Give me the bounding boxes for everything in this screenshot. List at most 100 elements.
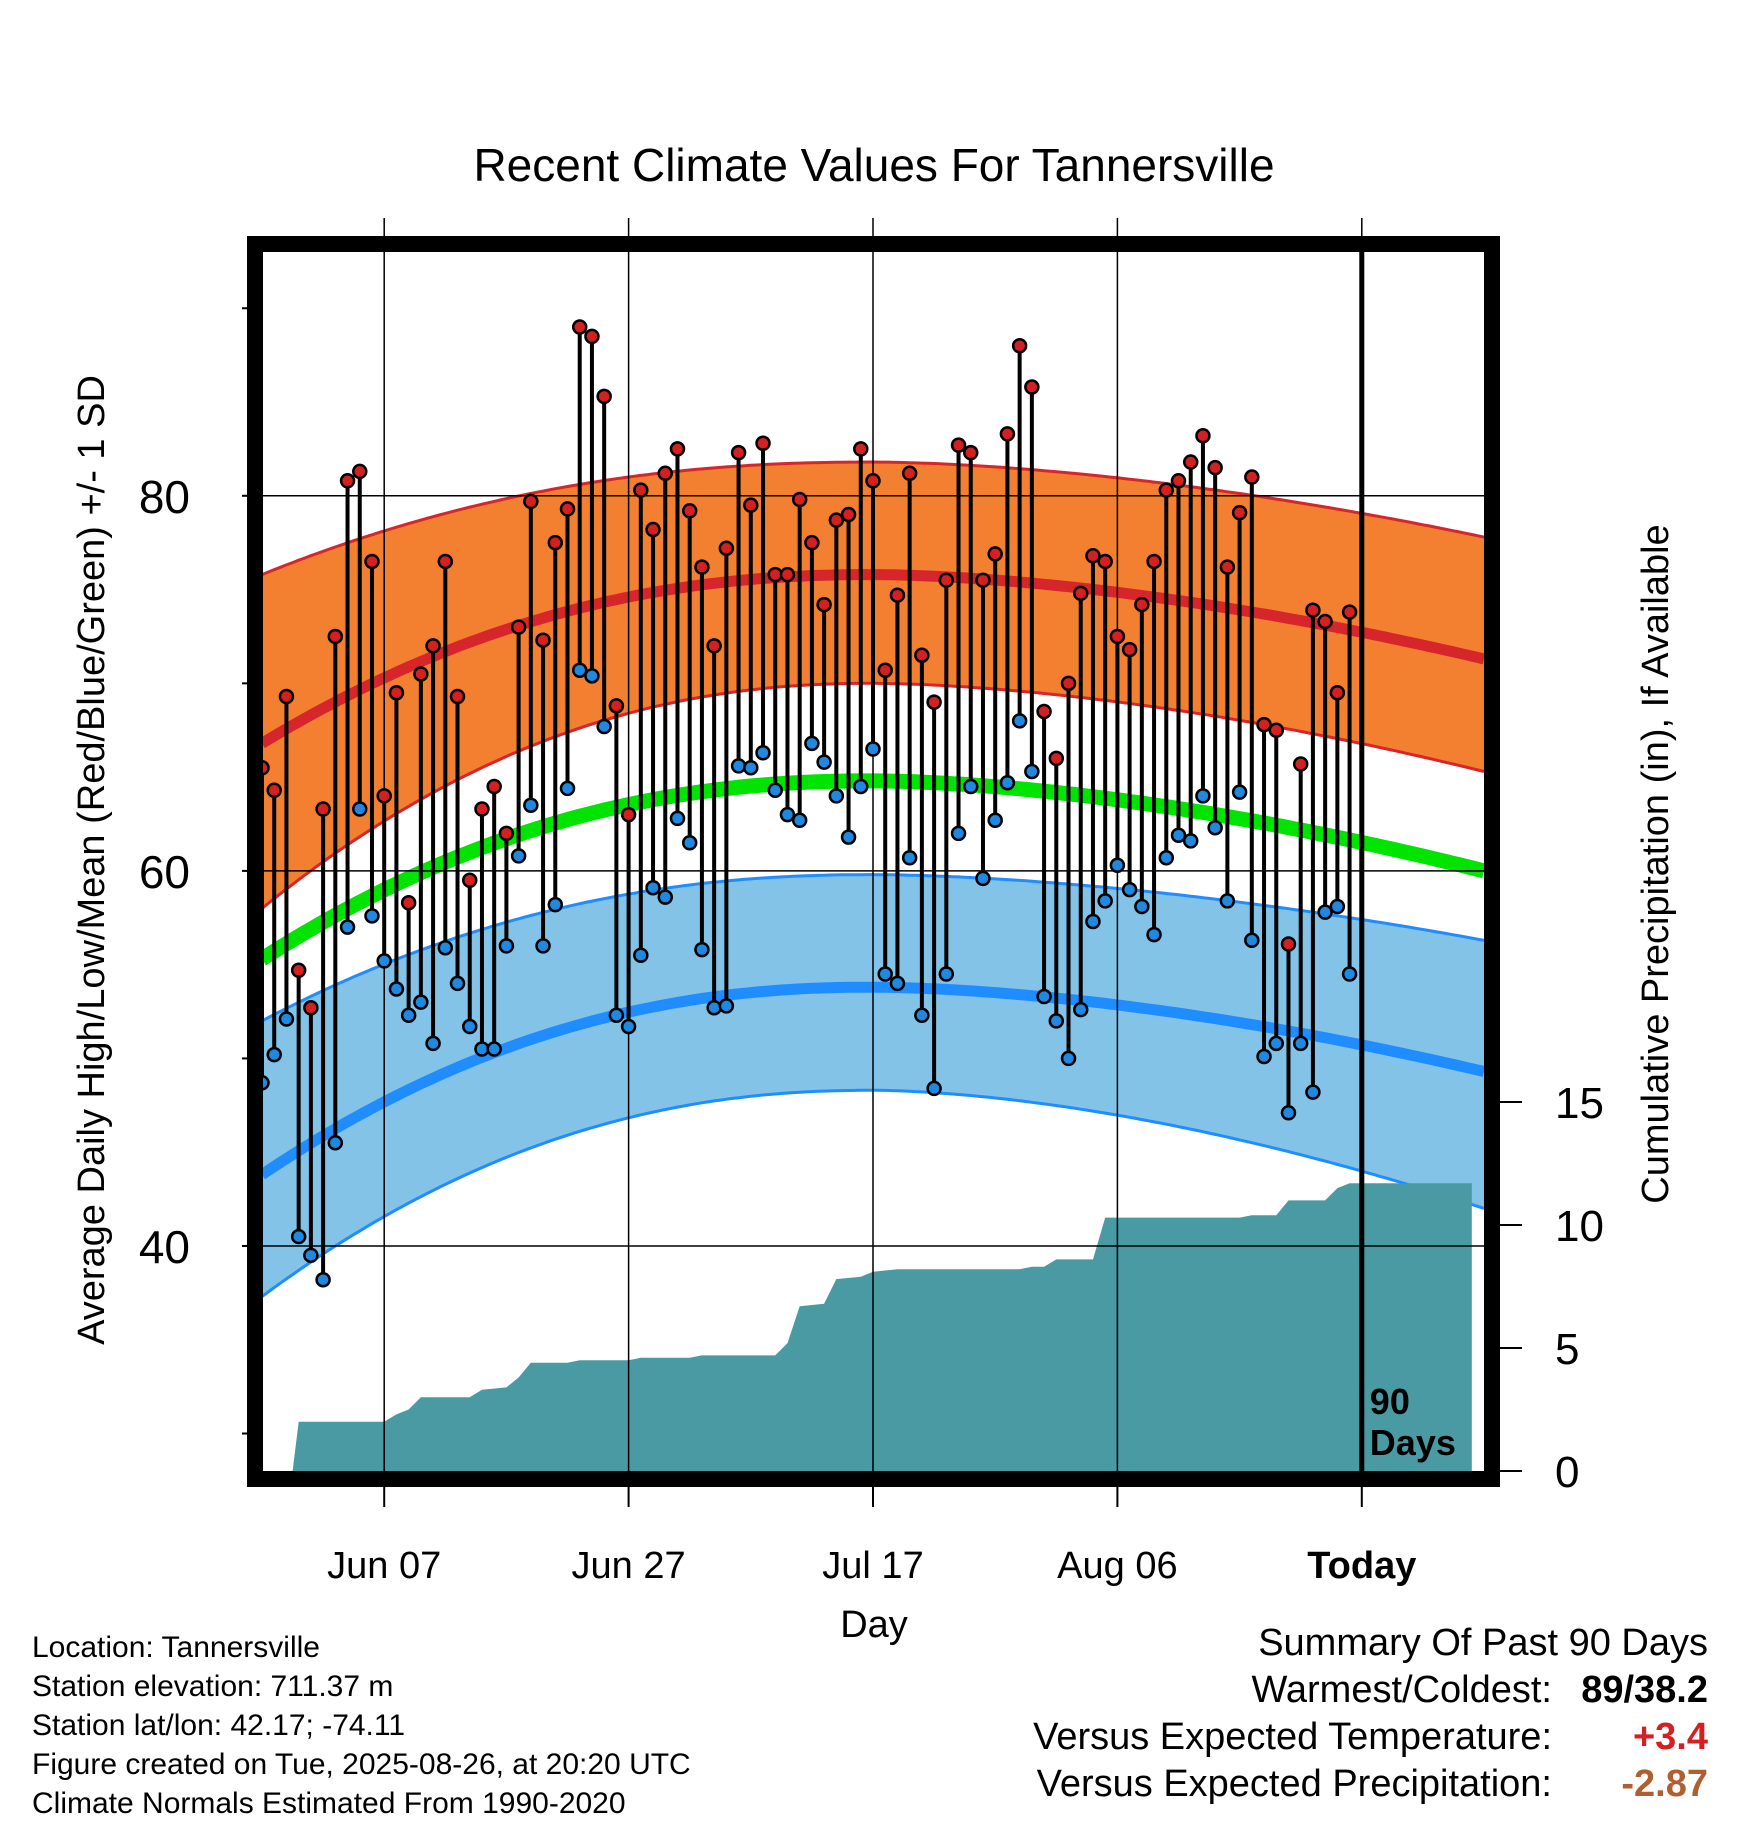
low-temp-point <box>339 919 356 935</box>
low-temp-point <box>718 998 735 1014</box>
low-temp-point <box>535 938 551 954</box>
high-temp-point <box>791 491 808 508</box>
low-temp-point <box>266 1046 282 1063</box>
high-temp-point <box>914 647 930 663</box>
high-temp-point <box>718 540 735 557</box>
high-temp-point <box>755 435 771 452</box>
low-temp-point <box>1134 898 1150 915</box>
low-temp-point <box>816 754 832 770</box>
high-temp-point <box>779 566 796 583</box>
high-temp-point <box>547 534 564 551</box>
high-temp-point <box>486 778 502 795</box>
high-temp-point <box>461 872 478 889</box>
low-temp-point <box>1231 784 1248 800</box>
elevation-text: Station elevation: 711.37 m <box>32 1670 394 1703</box>
high-temp-point <box>571 319 588 335</box>
high-temp-point <box>1146 553 1162 570</box>
low-temp-point <box>779 806 796 823</box>
high-temp-point <box>1024 379 1040 395</box>
precip-anomaly-value: -2.87 <box>1621 1763 1708 1805</box>
low-temp-point <box>559 780 576 797</box>
high-temp-point <box>400 895 417 911</box>
y2-tick-label: 0 <box>1555 1448 1579 1497</box>
low-temp-point <box>400 1007 417 1024</box>
summary-panel: Summary Of Past 90 Days Warmest/Coldest:… <box>1033 1620 1708 1808</box>
high-temp-point <box>901 465 918 482</box>
high-temp-point <box>425 638 441 654</box>
low-temp-point <box>901 849 918 866</box>
location-text: Location: Tannersville <box>32 1631 320 1664</box>
high-temp-point <box>1085 548 1101 564</box>
low-temp-point <box>853 778 869 795</box>
low-temp-point <box>1036 988 1052 1005</box>
low-temp-point <box>1329 898 1346 915</box>
high-temp-point <box>1256 716 1272 733</box>
high-temp-point <box>559 501 576 517</box>
high-temp-point <box>388 684 405 701</box>
low-temp-point <box>388 981 405 997</box>
high-temp-point <box>620 806 637 823</box>
y-tick-label: 60 <box>139 846 190 898</box>
y2-tick-label: 5 <box>1555 1325 1579 1374</box>
low-temp-point <box>1341 966 1358 982</box>
low-temp-point <box>315 1271 331 1288</box>
high-temp-point <box>1317 613 1333 630</box>
high-temp-point <box>669 441 686 457</box>
high-temp-point <box>1072 585 1089 602</box>
low-temp-point <box>1195 788 1211 804</box>
warmest-label: Warmest/Coldest: <box>1251 1669 1552 1711</box>
high-temp-point <box>1244 469 1260 485</box>
low-temp-point <box>669 810 686 827</box>
high-temp-point <box>1121 641 1138 658</box>
high-temp-point <box>1292 756 1309 772</box>
low-temp-point <box>865 741 881 757</box>
low-temp-point <box>914 1007 930 1024</box>
high-temp-point <box>877 662 893 678</box>
normals-text: Climate Normals Estimated From 1990-2020 <box>32 1787 626 1820</box>
high-temp-point <box>889 587 906 603</box>
days-marker-number: 90 <box>1370 1381 1410 1422</box>
high-temp-point <box>1329 684 1346 701</box>
high-temp-point <box>303 1000 319 1016</box>
high-temp-point <box>657 465 674 482</box>
low-temp-point <box>1048 1013 1065 1029</box>
low-temp-point <box>327 1135 344 1151</box>
high-temp-point <box>633 482 649 498</box>
low-temp-point <box>1268 1035 1285 1052</box>
high-temp-point <box>584 328 600 345</box>
low-temp-point <box>413 994 429 1010</box>
high-temp-point <box>413 666 429 682</box>
low-temp-point <box>755 744 771 761</box>
low-temp-point <box>278 1011 295 1027</box>
low-temp-point <box>449 975 466 992</box>
low-temp-point <box>352 801 368 817</box>
high-temp-point <box>1195 428 1211 444</box>
high-temp-point <box>1268 722 1285 738</box>
high-temp-point <box>474 801 490 817</box>
low-temp-point <box>1158 849 1175 866</box>
low-temp-point <box>523 797 539 813</box>
high-temp-point <box>975 572 991 588</box>
high-temp-point <box>449 688 466 705</box>
y2-axis-label: Cumulative Precipitation (in), If Availa… <box>1635 524 1677 1203</box>
low-temp-point <box>486 1041 502 1057</box>
low-temp-point <box>1280 1105 1297 1121</box>
low-temp-point <box>547 896 564 913</box>
low-temp-point <box>1170 827 1187 843</box>
low-temp-point <box>694 941 710 958</box>
low-temp-point <box>596 718 612 735</box>
low-temp-point <box>681 834 698 851</box>
x-tick-label: Jun 27 <box>572 1545 686 1587</box>
low-temp-point <box>1109 857 1126 874</box>
high-temp-point <box>938 572 955 588</box>
high-temp-point <box>828 512 845 528</box>
low-temp-point <box>1011 713 1028 729</box>
summary-heading-text: Summary Of Past 90 Days <box>1258 1622 1708 1664</box>
low-temp-point <box>889 975 906 992</box>
high-temp-point <box>339 473 356 489</box>
low-temp-point <box>743 759 759 776</box>
high-temp-point <box>376 788 392 804</box>
low-temp-point <box>1097 893 1113 909</box>
low-temp-point <box>657 889 674 905</box>
